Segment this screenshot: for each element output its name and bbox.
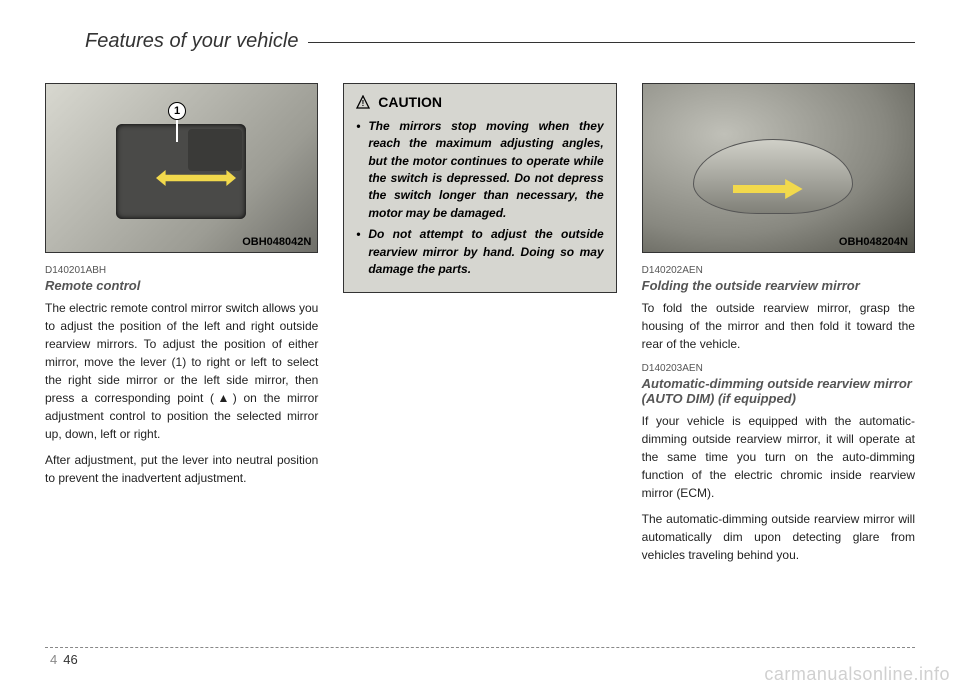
section-code: D140203AEN [642,363,915,374]
figure-label: OBH048204N [839,236,908,248]
warning-icon: ! [356,95,370,112]
paragraph: After adjustment, put the lever into neu… [45,451,318,487]
column-right: OBH048204N D140202AEN Folding the outsid… [642,83,915,572]
callout-number: 1 [168,102,186,120]
page-container: Features of your vehicle 1 OBH048042N D1… [0,0,960,689]
paragraph: The automatic-dimming outside rearview m… [642,510,915,564]
footer-rule [45,647,915,648]
mirror-control-shape [188,129,242,171]
column-left: 1 OBH048042N D140201ABH Remote control T… [45,83,318,572]
caution-item: The mirrors stop moving when they reach … [356,118,603,222]
caution-item: Do not attempt to adjust the outside rea… [356,226,603,278]
paragraph: To fold the outside rearview mirror, gra… [642,299,915,353]
page-header: Features of your vehicle [45,30,915,53]
caution-list: The mirrors stop moving when they reach … [356,118,603,279]
footer-page: 46 [63,652,77,667]
figure-label: OBH048042N [242,236,311,248]
caution-title: ! CAUTION [356,94,603,112]
svg-text:!: ! [362,99,365,108]
section-code: D140202AEN [642,265,915,276]
caution-box: ! CAUTION The mirrors stop moving when t… [343,83,616,293]
footer-chapter: 4 [50,652,57,667]
content-columns: 1 OBH048042N D140201ABH Remote control T… [45,83,915,572]
subheading-remote-control: Remote control [45,278,318,293]
figure-remote-control: 1 OBH048042N [45,83,318,253]
subheading-auto-dim: Automatic-dimming outside rearview mirro… [642,376,915,406]
subheading-folding-mirror: Folding the outside rearview mirror [642,278,915,293]
header-title: Features of your vehicle [45,30,308,53]
callout-line [176,120,178,142]
paragraph: The electric remote control mirror switc… [45,299,318,443]
section-code: D140201ABH [45,265,318,276]
caution-title-text: CAUTION [378,94,442,110]
column-middle: ! CAUTION The mirrors stop moving when t… [343,83,616,572]
paragraph: If your vehicle is equipped with the aut… [642,412,915,502]
watermark: carmanualsonline.info [764,664,950,685]
figure-folding-mirror: OBH048204N [642,83,915,253]
